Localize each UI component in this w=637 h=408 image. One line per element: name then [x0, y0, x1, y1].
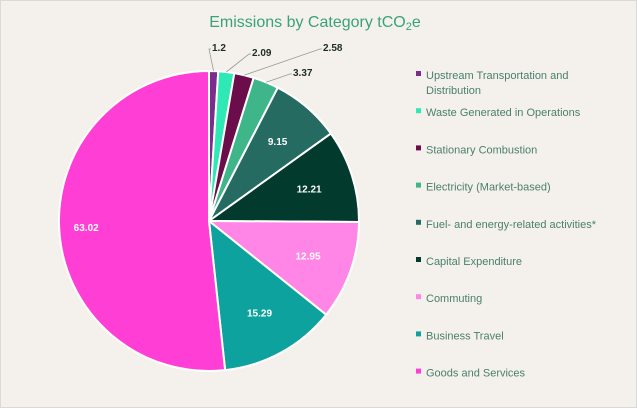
leader-line-waste-generated-in-operations [226, 53, 251, 73]
legend-label-electricity-market-based: Electricity (Market-based) [426, 182, 551, 194]
data-label-stationary-combustion: 2.58 [323, 43, 343, 54]
legend-swatch-commuting [416, 294, 421, 300]
legend-swatch-stationary-combustion [416, 145, 421, 151]
data-label-upstream-transportation-and-distribution: 1.2 [212, 43, 226, 54]
data-label-fuel-and-energy-related-activities: 9.15 [268, 137, 288, 148]
pie-slices [58, 69, 361, 372]
leader-line-upstream-transportation-and-distribution [208, 48, 214, 72]
legend-swatch-fuel-and-energy-related-activities [416, 219, 421, 225]
legend-swatch-goods-and-services [416, 368, 421, 374]
legend-label-business-travel: Business Travel [426, 330, 504, 342]
legend: Upstream Transportation and Distribution W… [416, 70, 597, 380]
legend-label-waste-generated-in-operations: Waste Generated in Operations [426, 107, 581, 119]
data-label-electricity-market-based: 3.37 [293, 68, 313, 79]
legend-label-upstream-transportation-and-distribution-line2: Distribution [426, 85, 481, 97]
data-label-waste-generated-in-operations: 2.09 [252, 48, 272, 59]
legend-label-fuel-and-energy-related-activities: Fuel- and energy-related activities* [426, 219, 597, 231]
slice-goods-and-services [58, 69, 227, 372]
chart-title: Emissions by Category tCO2e [209, 14, 421, 33]
legend-label-upstream-transportation-and-distribution: Upstream Transportation and [426, 70, 568, 82]
leader-lines [208, 48, 322, 83]
legend-label-capital-expenditure: Capital Expenditure [426, 256, 522, 268]
data-label-goods-and-services: 63.02 [74, 223, 99, 234]
chart-title-subscript: 2 [406, 21, 412, 33]
legend-label-goods-and-services: Goods and Services [426, 368, 526, 380]
slice-commuting [206, 219, 361, 317]
data-label-commuting: 12.95 [295, 252, 320, 263]
legend-label-commuting: Commuting [426, 293, 482, 305]
legend-swatch-waste-generated-in-operations [416, 108, 421, 114]
legend-label-stationary-combustion: Stationary Combustion [426, 144, 537, 156]
leader-line-stationary-combustion [243, 48, 322, 76]
data-labels: 1.2 2.09 2.58 3.37 9.15 12.21 12.95 15.29 63.02 [74, 43, 343, 320]
chart-title-tail: e [412, 14, 421, 31]
legend-swatch-upstream-transportation-and-distribution [416, 71, 421, 76]
data-label-capital-expenditure: 12.21 [297, 185, 322, 196]
leader-line-electricity-market-based [265, 73, 292, 83]
slice-capital-expenditure [205, 132, 361, 224]
legend-swatch-business-travel [416, 331, 421, 337]
legend-swatch-capital-expenditure [416, 257, 421, 262]
chart-title-main: Emissions by Category tCO [209, 14, 406, 31]
slice-business-travel [207, 218, 328, 372]
legend-swatch-electricity-market-based [416, 182, 421, 188]
data-label-business-travel: 15.29 [247, 309, 272, 320]
